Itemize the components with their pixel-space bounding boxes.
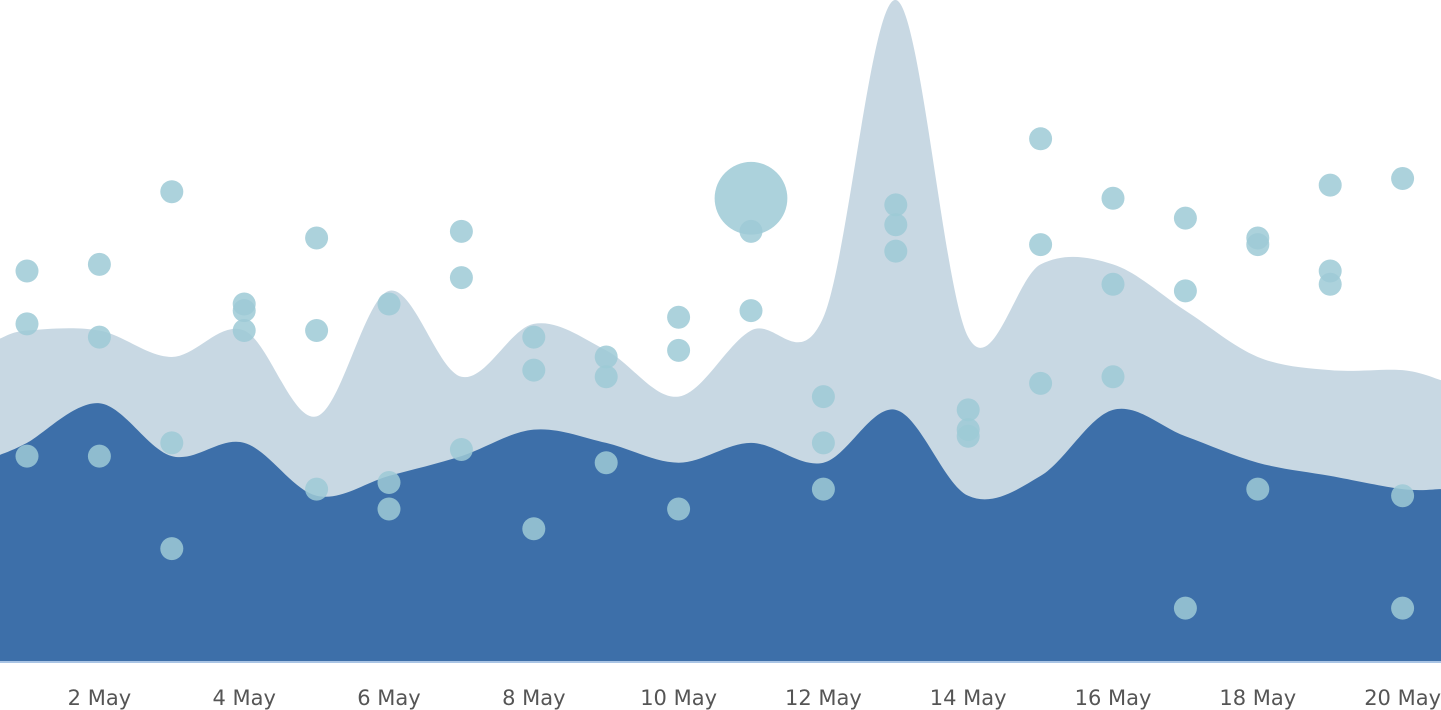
scatter-point[interactable] [377,292,401,316]
area-series-2 [0,403,1441,661]
scatter-point[interactable] [160,431,184,455]
scatter-point[interactable] [1101,272,1125,296]
scatter-point[interactable] [884,239,908,263]
scatter-point[interactable] [1391,484,1415,508]
scatter-point[interactable] [739,299,763,323]
scatter-point[interactable] [739,219,763,243]
scatter-point[interactable] [714,161,788,235]
scatter-point[interactable] [667,305,691,329]
scatter-point[interactable] [1246,477,1270,501]
x-tick-label: 4 May [212,686,275,710]
x-tick-label: 8 May [502,686,565,710]
x-tick-label: 10 May [640,686,717,710]
scatter-point[interactable] [884,213,908,237]
scatter-point[interactable] [160,180,184,204]
scatter-point[interactable] [522,358,546,382]
scatter-point[interactable] [956,398,980,422]
scatter-point[interactable] [594,451,618,475]
scatter-point[interactable] [377,497,401,521]
x-tick-label: 6 May [357,686,420,710]
scatter-point[interactable] [305,319,329,342]
scatter-point[interactable] [1391,596,1415,620]
scatter-point[interactable] [1029,127,1053,151]
scatter-point[interactable] [956,424,980,448]
x-tick-label: 20 May [1364,686,1441,710]
scatter-point[interactable] [1101,365,1125,389]
scatter-point[interactable] [1173,596,1197,620]
scatter-point[interactable] [1173,206,1197,230]
scatter-point[interactable] [667,497,691,521]
x-tick-label: 16 May [1075,686,1152,710]
x-tick-label: 18 May [1219,686,1296,710]
scatter-layer [15,127,1415,620]
scatter-point[interactable] [522,517,546,541]
scatter-point[interactable] [594,365,618,389]
x-tick-label: 2 May [68,686,131,710]
scatter-point[interactable] [811,385,835,409]
scatter-point[interactable] [1029,233,1053,257]
scatter-point[interactable] [15,444,39,468]
scatter-point[interactable] [160,537,184,561]
scatter-point[interactable] [87,252,111,276]
scatter-point[interactable] [449,266,473,290]
x-tick-label: 14 May [930,686,1007,710]
scatter-point[interactable] [1101,186,1125,210]
scatter-point[interactable] [1391,166,1415,190]
scatter-point[interactable] [449,219,473,243]
scatter-point[interactable] [15,312,39,336]
scatter-point[interactable] [1173,279,1197,303]
scatter-point[interactable] [232,299,256,323]
scatter-point[interactable] [884,193,908,217]
scatter-point[interactable] [1318,173,1342,197]
areas-layer [0,0,1441,661]
scatter-point[interactable] [305,477,329,501]
scatter-point[interactable] [1029,371,1053,395]
scatter-point[interactable] [87,444,111,468]
x-axis-ticks: 2 May 4 May 6 May 8 May 10 May 12 May 14 May 16… [68,686,1441,710]
scatter-point[interactable] [1318,272,1342,296]
scatter-point[interactable] [811,477,835,501]
scatter-point[interactable] [667,338,691,362]
scatter-point[interactable] [305,226,329,250]
scatter-point[interactable] [811,431,835,455]
scatter-point[interactable] [1246,233,1270,257]
scatter-point[interactable] [377,471,401,495]
scatter-point[interactable] [594,345,618,369]
scatter-point[interactable] [449,437,473,461]
scatter-point[interactable] [15,259,39,283]
x-tick-label: 12 May [785,686,862,710]
scatter-point[interactable] [522,325,546,349]
scatter-point[interactable] [87,325,111,349]
scatter-point[interactable] [232,319,256,342]
